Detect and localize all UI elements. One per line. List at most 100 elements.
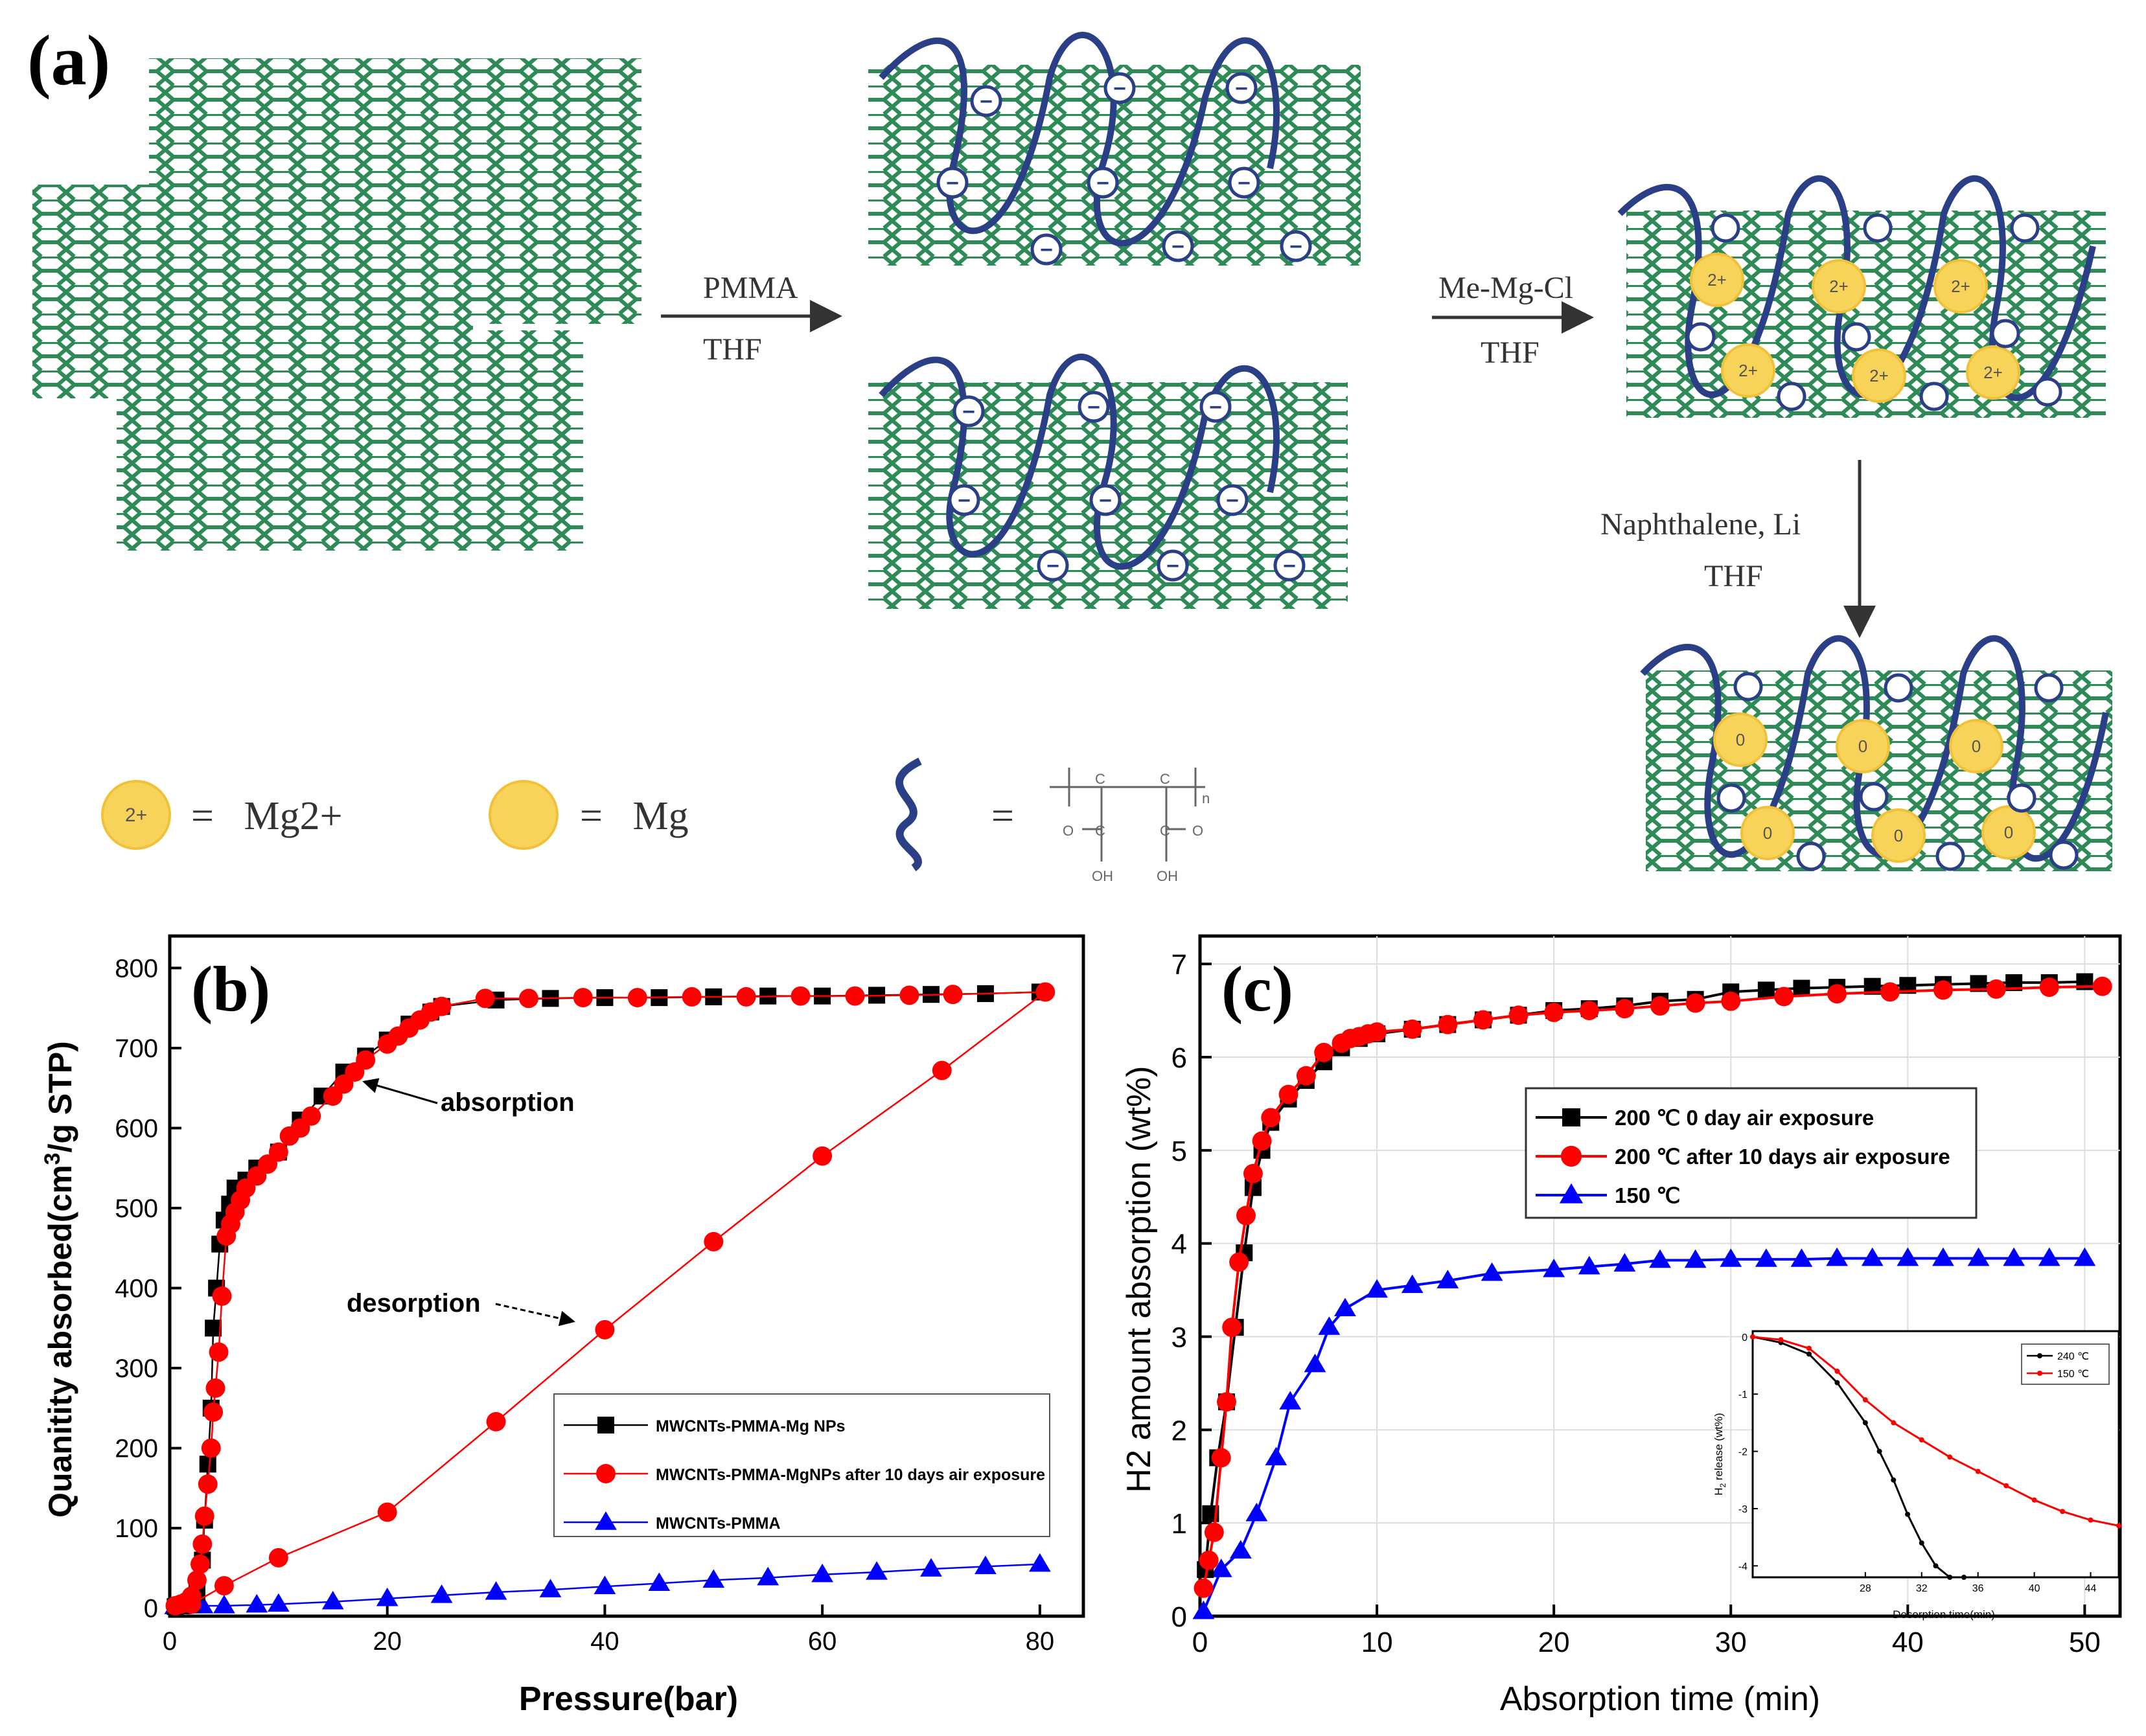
anion-symbol: − bbox=[1171, 234, 1184, 259]
y-tick-label: 2 bbox=[1171, 1415, 1187, 1446]
data-point bbox=[190, 1554, 210, 1574]
data-point bbox=[1314, 1042, 1334, 1062]
inset-data-point bbox=[1975, 1468, 1981, 1474]
data-point bbox=[813, 1146, 833, 1166]
inset-y-label-h: H bbox=[1713, 1488, 1725, 1496]
y-tick-label: 0 bbox=[1171, 1601, 1187, 1633]
data-point bbox=[932, 1060, 952, 1080]
data-point bbox=[518, 988, 538, 1009]
x-tick-label: 40 bbox=[1892, 1627, 1924, 1658]
data-point bbox=[1245, 1502, 1268, 1522]
data-point bbox=[246, 1593, 268, 1613]
legend-label: 150 ℃ bbox=[1615, 1183, 1680, 1207]
panel-c-x-axis: 0 10 20 30 40 50 bbox=[1192, 1605, 2101, 1658]
mg2-legend-icon bbox=[101, 780, 171, 850]
step3-reagent: Naphthalene, Li bbox=[1600, 507, 1801, 542]
annotation-desorption: desorption bbox=[347, 1289, 481, 1318]
data-point bbox=[790, 986, 811, 1006]
panel-b-plot-frame bbox=[168, 934, 1085, 1618]
data-point bbox=[1211, 1448, 1231, 1468]
data-point bbox=[1827, 984, 1847, 1004]
anion-symbol: − bbox=[1209, 395, 1222, 420]
panel-c-series bbox=[1192, 973, 2112, 1619]
data-point bbox=[1192, 1600, 1215, 1619]
data-point bbox=[1720, 1248, 1742, 1267]
data-point bbox=[1279, 1391, 1302, 1410]
mg2-symbol: 2+ bbox=[1869, 366, 1889, 385]
data-point bbox=[1790, 1248, 1813, 1267]
data-point bbox=[1650, 996, 1670, 1016]
data-point bbox=[1721, 991, 1741, 1011]
data-point bbox=[213, 1595, 235, 1614]
mg0-symbol: 0 bbox=[1894, 826, 1903, 845]
data-point bbox=[1967, 1247, 1990, 1266]
x-tick-label: 40 bbox=[590, 1627, 619, 1656]
data-point bbox=[205, 1378, 225, 1398]
data-point bbox=[920, 1558, 942, 1577]
data-point bbox=[704, 1231, 724, 1251]
data-point bbox=[1579, 1001, 1599, 1021]
data-point bbox=[594, 1575, 616, 1594]
data-point bbox=[811, 1563, 834, 1582]
mg2-symbol: 2+ bbox=[1707, 270, 1727, 290]
data-point bbox=[1199, 1550, 1219, 1570]
reaction-arrow-2: Me-Mg-Cl THF bbox=[1432, 271, 1594, 370]
inset-data-point bbox=[1947, 1454, 1953, 1460]
data-point bbox=[1649, 1249, 1671, 1268]
data-point bbox=[1401, 1274, 1424, 1294]
panel-c-x-axis-label: Absorption time (min) bbox=[1500, 1680, 1820, 1718]
legend-marker bbox=[1560, 1145, 1582, 1167]
mg2-symbol: 2+ bbox=[1829, 277, 1849, 296]
legend-marker bbox=[597, 1417, 614, 1433]
mg2-symbol: 2+ bbox=[1738, 361, 1758, 380]
x-tick-label: 80 bbox=[1026, 1627, 1055, 1656]
formula-c: C bbox=[1095, 771, 1105, 787]
formula-n: n bbox=[1202, 790, 1210, 806]
inset-y-tick-label: -3 bbox=[1738, 1504, 1748, 1515]
data-point bbox=[1194, 1578, 1214, 1598]
panel-c-y-axis-label: H2 amount absorption (wt%) bbox=[1120, 1066, 1158, 1493]
data-point bbox=[1755, 1248, 1777, 1267]
pmma-chain bbox=[879, 32, 1280, 247]
inset-y-tick-label: -2 bbox=[1738, 1447, 1748, 1458]
data-point bbox=[1880, 982, 1900, 1002]
data-point bbox=[975, 1555, 997, 1575]
formula-oh: OH bbox=[1092, 868, 1113, 884]
x-tick-label: 20 bbox=[1538, 1627, 1570, 1658]
graphene-sheets-initial bbox=[32, 58, 641, 551]
legend-marker bbox=[596, 1464, 616, 1483]
data-point bbox=[1265, 1446, 1287, 1466]
data-point bbox=[1436, 1270, 1459, 1288]
inset-x-tick-label: 36 bbox=[1972, 1583, 1984, 1594]
data-point bbox=[214, 1576, 234, 1596]
data-point bbox=[268, 1142, 288, 1162]
data-point bbox=[1210, 1559, 1232, 1577]
inset-x-tick-label: 40 bbox=[2029, 1583, 2040, 1594]
data-point bbox=[943, 985, 963, 1005]
data-point bbox=[1508, 1005, 1529, 1025]
data-point bbox=[1229, 1540, 1252, 1559]
legend-label: MWCNTs-PMMA-Mg NPs bbox=[656, 1417, 846, 1435]
data-point bbox=[201, 1438, 221, 1458]
panel-b-x-axis-label: Pressure(bar) bbox=[519, 1680, 738, 1718]
panel-b-y-axis-label: Quanitity absorbed(cm3/g STP) bbox=[40, 1041, 78, 1518]
data-point bbox=[1035, 982, 1056, 1002]
formula-oh: OH bbox=[1157, 868, 1178, 884]
panel-b-label: (b) bbox=[191, 953, 270, 1025]
reaction-arrow-1: PMMA THF bbox=[661, 271, 842, 367]
anion-symbol: − bbox=[1283, 554, 1296, 578]
data-point bbox=[1204, 1522, 1224, 1542]
legend-label: 200 ℃ 0 day air exposure bbox=[1615, 1106, 1874, 1130]
anion-symbol: − bbox=[980, 89, 993, 114]
anion-symbol: − bbox=[1289, 234, 1302, 259]
y-tick-label: 4 bbox=[1171, 1229, 1187, 1261]
data-point bbox=[1481, 1262, 1503, 1281]
data-point bbox=[194, 1506, 214, 1526]
inset-x-tick-label: 44 bbox=[2085, 1583, 2097, 1594]
panel-c-inset: 0 -1 -2 -3 -4 28 32 36 40 44 240 ℃ 150 ℃ Desorption… bbox=[1713, 1330, 2121, 1621]
mg2-symbol: 2+ bbox=[1983, 363, 2003, 382]
pmma-legend-icon bbox=[895, 757, 922, 871]
x-tick-label: 30 bbox=[1715, 1627, 1747, 1658]
inset-x-tick-label: 28 bbox=[1860, 1583, 1871, 1594]
